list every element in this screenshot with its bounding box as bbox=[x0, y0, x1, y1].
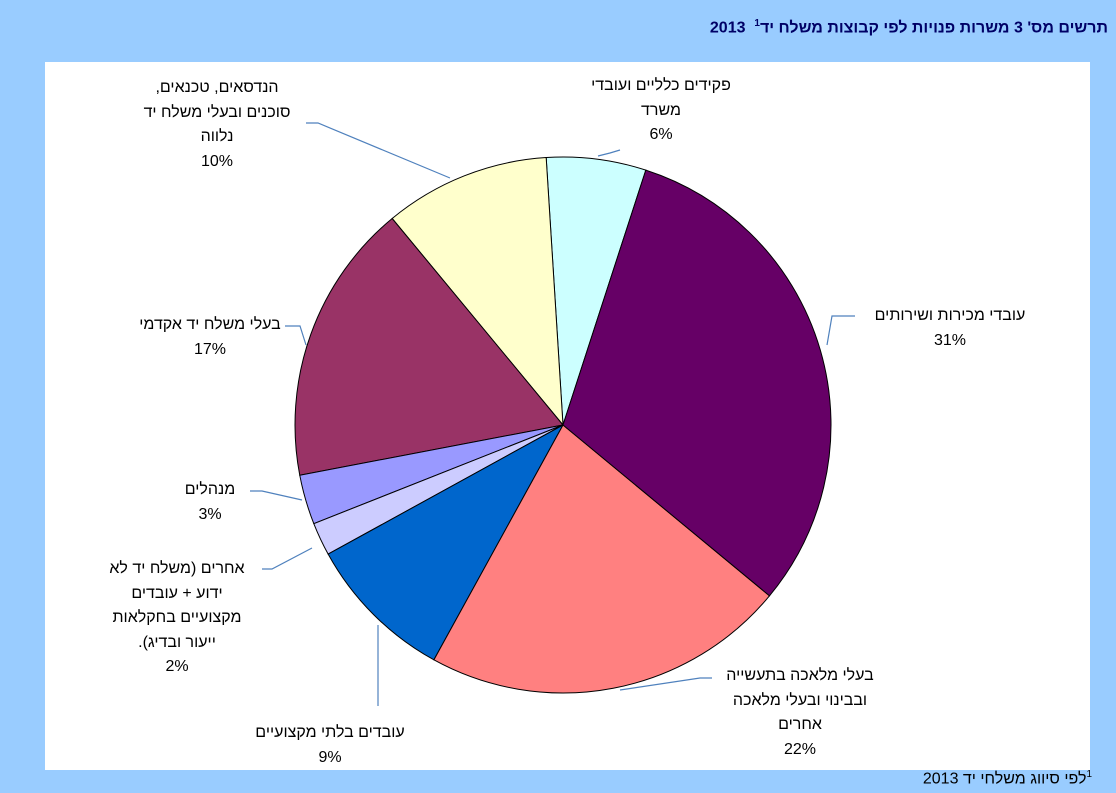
value-label: 9% bbox=[318, 748, 342, 766]
category-label: פקידים כלליים ועובדי משרד bbox=[591, 77, 731, 119]
title-text: תרשים מס' 3 משרות פנויות לפי קבוצות משלח… bbox=[759, 19, 1108, 37]
value-label: 17% bbox=[193, 340, 227, 358]
category-label: אחרים (משלח יד לא ידוע + עובדים מקצועיים… bbox=[109, 560, 245, 651]
chart-title: תרשים מס' 3 משרות פנויות לפי קבוצות משלח… bbox=[710, 18, 1108, 37]
title-marker: 1 bbox=[754, 18, 760, 29]
leader-line bbox=[619, 677, 712, 691]
title-year: 2013 bbox=[709, 19, 746, 37]
slice-label: אחרים (משלח יד לא ידוע + עובדים מקצועיים… bbox=[47, 557, 307, 680]
footnote-marker: 1 bbox=[1086, 769, 1092, 780]
value-label: 6% bbox=[649, 126, 673, 143]
leader-line bbox=[285, 325, 307, 346]
category-label: בעלי מלאכה בתעשייה ובבינוי ובעלי מלאכה א… bbox=[726, 667, 874, 733]
pie-slice bbox=[294, 217, 564, 476]
slice-label: עובדים בלתי מקצועיים 9% bbox=[200, 721, 460, 770]
leader-line bbox=[250, 490, 303, 501]
category-label: בעלי משלח יד אקדמי bbox=[139, 316, 281, 333]
category-label: עובדי מכירות ושירותים bbox=[874, 307, 1026, 324]
pie-slice bbox=[391, 156, 564, 427]
value-label: 3% bbox=[198, 505, 222, 523]
pie-slice bbox=[433, 424, 771, 694]
leader-line bbox=[597, 149, 621, 157]
slice-label: פקידים כלליים ועובדי משרד 6% bbox=[531, 74, 791, 148]
leader-lines bbox=[250, 122, 855, 706]
category-label: הנדסאים, טכנאים, סוכנים ובעלי משלח יד נל… bbox=[143, 79, 291, 145]
category-label: עובדים בלתי מקצועיים bbox=[255, 724, 405, 741]
leader-line bbox=[306, 122, 451, 179]
slice-label: בעלי מלאכה בתעשייה ובבינוי ובעלי מלאכה א… bbox=[670, 664, 930, 762]
pie-slice bbox=[327, 423, 565, 661]
slice-label: מנהלים 3% bbox=[80, 478, 340, 527]
value-label: 10% bbox=[200, 152, 234, 170]
value-label: 22% bbox=[783, 740, 817, 758]
slice-label: בעלי משלח יד אקדמי 17% bbox=[80, 313, 340, 362]
footnote: 1לפי סיווג משלחי יד 2013 bbox=[923, 769, 1092, 788]
pie-slice bbox=[562, 169, 832, 597]
slice-label: עובדי מכירות ושירותים 31% bbox=[820, 304, 1080, 353]
leader-line bbox=[262, 547, 313, 570]
leader-line bbox=[826, 315, 855, 346]
footnote-text: לפי סיווג משלחי יד 2013 bbox=[922, 770, 1087, 788]
slice-label: הנדסאים, טכנאים, סוכנים ובעלי משלח יד נל… bbox=[87, 76, 347, 174]
value-label: 2% bbox=[165, 658, 189, 675]
category-label: מנהלים bbox=[184, 481, 236, 498]
value-label: 31% bbox=[933, 331, 967, 349]
